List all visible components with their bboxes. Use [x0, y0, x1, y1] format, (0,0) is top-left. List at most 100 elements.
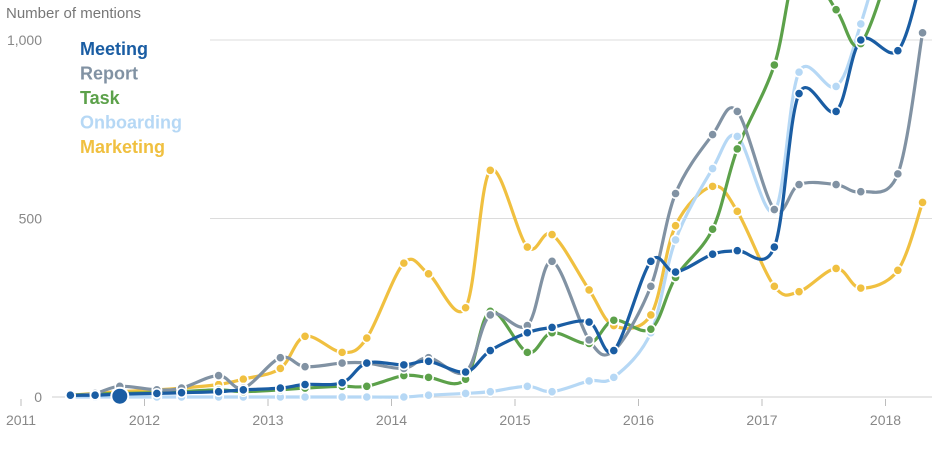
- data-point-onboarding[interactable]: [670, 234, 681, 246]
- data-point-meeting[interactable]: [830, 106, 842, 117]
- data-point-meeting[interactable]: [731, 245, 743, 257]
- data-point-onboarding[interactable]: [583, 375, 595, 387]
- data-point-onboarding[interactable]: [855, 18, 867, 30]
- data-point-report[interactable]: [793, 179, 805, 190]
- data-point-meeting[interactable]: [274, 382, 286, 394]
- data-point-meeting[interactable]: [423, 355, 434, 367]
- data-point-meeting[interactable]: [768, 241, 780, 253]
- data-point-meeting[interactable]: [176, 387, 187, 399]
- data-point-onboarding[interactable]: [608, 371, 620, 383]
- data-point-meeting[interactable]: [398, 359, 410, 371]
- data-point-report[interactable]: [707, 129, 718, 141]
- data-point-meeting[interactable]: [460, 366, 471, 378]
- data-point-task[interactable]: [521, 346, 533, 358]
- data-point-meeting[interactable]: [361, 357, 373, 369]
- legend-item-report[interactable]: Report: [80, 64, 138, 84]
- data-point-report[interactable]: [917, 27, 928, 39]
- data-point-marketing[interactable]: [670, 220, 681, 232]
- data-point-marketing[interactable]: [299, 330, 311, 342]
- data-point-marketing[interactable]: [855, 282, 867, 294]
- data-point-onboarding[interactable]: [830, 81, 842, 92]
- data-point-meeting[interactable]: [855, 34, 867, 46]
- data-point-marketing[interactable]: [546, 229, 558, 240]
- legend-item-onboarding[interactable]: Onboarding: [80, 113, 182, 133]
- data-point-marketing[interactable]: [398, 257, 410, 269]
- data-point-meeting[interactable]: [892, 45, 904, 57]
- data-point-onboarding[interactable]: [460, 388, 471, 399]
- data-point-marketing[interactable]: [484, 164, 496, 176]
- data-point-report[interactable]: [299, 361, 311, 373]
- data-point-onboarding[interactable]: [484, 386, 496, 398]
- data-point-task[interactable]: [423, 371, 434, 383]
- data-point-onboarding[interactable]: [707, 163, 718, 174]
- data-point-marketing[interactable]: [237, 373, 249, 385]
- data-point-onboarding[interactable]: [299, 391, 311, 403]
- data-point-meeting[interactable]: [336, 377, 348, 389]
- data-point-report[interactable]: [583, 334, 595, 346]
- data-point-marketing[interactable]: [793, 286, 805, 298]
- data-point-marketing[interactable]: [768, 280, 780, 292]
- data-point-marketing[interactable]: [423, 268, 434, 280]
- data-point-marketing[interactable]: [892, 264, 904, 276]
- data-point-marketing[interactable]: [731, 205, 743, 217]
- gridlines: [52, 39, 932, 398]
- data-point-onboarding[interactable]: [423, 389, 434, 401]
- legend-item-marketing[interactable]: Marketing: [80, 137, 165, 157]
- data-point-report[interactable]: [484, 309, 496, 321]
- data-point-meeting[interactable]: [670, 266, 681, 278]
- data-point-marketing[interactable]: [917, 197, 928, 208]
- data-point-marketing[interactable]: [274, 363, 286, 374]
- data-point-onboarding[interactable]: [731, 130, 743, 142]
- highlighted-point[interactable]: [110, 386, 130, 406]
- data-point-report[interactable]: [336, 357, 348, 369]
- data-point-marketing[interactable]: [645, 309, 657, 321]
- data-point-meeting[interactable]: [608, 345, 620, 356]
- data-point-task[interactable]: [731, 143, 743, 155]
- data-point-meeting[interactable]: [299, 379, 311, 390]
- data-point-marketing[interactable]: [521, 241, 533, 253]
- data-point-marketing[interactable]: [361, 332, 373, 344]
- data-point-task[interactable]: [645, 323, 657, 335]
- data-point-onboarding[interactable]: [793, 66, 805, 78]
- data-point-meeting[interactable]: [546, 321, 558, 333]
- data-point-meeting[interactable]: [237, 384, 249, 396]
- legend-item-meeting[interactable]: Meeting: [80, 39, 148, 59]
- data-point-meeting[interactable]: [793, 88, 805, 99]
- data-point-meeting[interactable]: [484, 345, 496, 356]
- data-point-meeting[interactable]: [89, 389, 101, 401]
- data-point-report[interactable]: [855, 186, 867, 198]
- legend-item-task[interactable]: Task: [80, 88, 121, 108]
- data-point-report[interactable]: [768, 204, 780, 215]
- x-tick-label: 2014: [376, 412, 407, 428]
- data-point-report[interactable]: [213, 370, 224, 381]
- data-point-report[interactable]: [731, 106, 743, 117]
- data-point-meeting[interactable]: [151, 388, 163, 399]
- data-point-task[interactable]: [608, 314, 620, 326]
- data-point-report[interactable]: [892, 168, 904, 180]
- data-point-report[interactable]: [670, 188, 681, 199]
- data-point-onboarding[interactable]: [521, 380, 533, 392]
- data-point-onboarding[interactable]: [336, 391, 348, 403]
- data-point-report[interactable]: [546, 255, 558, 267]
- data-point-onboarding[interactable]: [361, 391, 373, 403]
- data-point-meeting[interactable]: [645, 255, 657, 267]
- data-point-task[interactable]: [768, 59, 780, 71]
- data-point-report[interactable]: [645, 280, 657, 292]
- data-point-onboarding[interactable]: [398, 391, 410, 403]
- data-point-report[interactable]: [830, 179, 842, 190]
- data-point-meeting[interactable]: [521, 327, 533, 339]
- data-point-task[interactable]: [830, 4, 842, 16]
- data-point-meeting[interactable]: [213, 386, 224, 398]
- data-point-marketing[interactable]: [707, 180, 718, 192]
- data-point-meeting[interactable]: [707, 248, 718, 260]
- data-point-marketing[interactable]: [583, 284, 595, 296]
- data-point-meeting[interactable]: [65, 389, 76, 401]
- data-point-task[interactable]: [361, 380, 373, 392]
- data-point-marketing[interactable]: [336, 346, 348, 358]
- data-point-marketing[interactable]: [460, 302, 471, 314]
- data-point-report[interactable]: [274, 352, 286, 364]
- data-point-meeting[interactable]: [583, 316, 595, 328]
- data-point-marketing[interactable]: [830, 263, 842, 274]
- data-point-task[interactable]: [707, 223, 718, 235]
- data-point-onboarding[interactable]: [546, 386, 558, 398]
